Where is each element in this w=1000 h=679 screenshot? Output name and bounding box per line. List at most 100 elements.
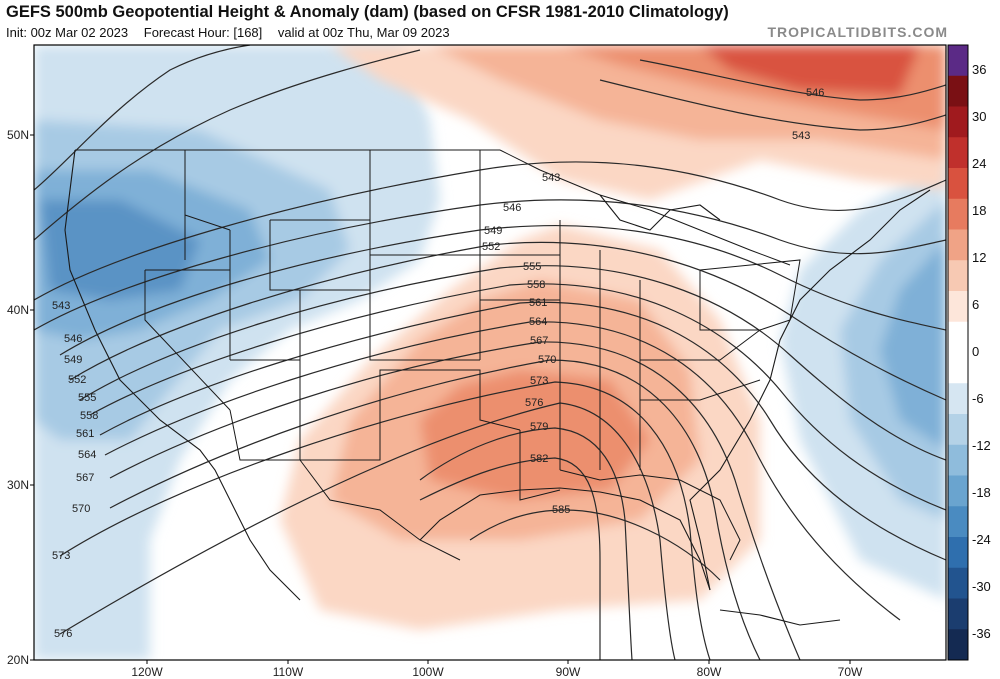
contour-552 xyxy=(69,241,946,401)
colorbar-tick-label: -36 xyxy=(972,626,991,641)
contour-label: 561 xyxy=(76,428,94,440)
contour-label: 552 xyxy=(68,374,86,386)
colorbar-tick-label: 18 xyxy=(972,203,986,218)
contour-543 xyxy=(34,161,946,301)
colorbar-tick-label: -18 xyxy=(972,485,991,500)
contour-582 xyxy=(419,457,601,660)
init-time: Init: 00z Mar 02 2023 xyxy=(6,25,129,40)
colorbar-tick-label: 6 xyxy=(972,297,979,312)
atlantic-coast xyxy=(689,189,931,591)
anomaly-colorbar xyxy=(947,44,969,661)
colorbar-swatch xyxy=(948,567,968,599)
colorbar-swatch xyxy=(948,537,968,569)
longitude-axis: 120W 110W 100W 90W 80W 70W xyxy=(131,660,863,679)
coastlines xyxy=(64,149,931,626)
colorbar-swatch xyxy=(948,75,968,107)
colorbar-swatch xyxy=(948,414,968,446)
colorbar-swatch xyxy=(948,260,968,292)
contour-label: 585 xyxy=(552,504,570,516)
contour-label: 561 xyxy=(529,297,547,309)
contour-546-ne xyxy=(639,59,946,101)
colorbar-swatch xyxy=(948,198,968,230)
caribbean-islands xyxy=(719,609,841,626)
lat-label: 30N xyxy=(7,478,29,492)
lat-label: 40N xyxy=(7,303,29,317)
colorbar-tick-label: -6 xyxy=(972,391,984,406)
contour-label: 567 xyxy=(76,472,94,484)
colorbar-swatch xyxy=(948,506,968,538)
contour-537 xyxy=(34,45,251,191)
lon-label: 90W xyxy=(556,665,581,679)
contour-label: 582 xyxy=(530,453,548,465)
colorbar-swatch xyxy=(948,45,968,77)
south-warm-anomaly-strong xyxy=(420,370,650,500)
pacific-coast xyxy=(64,149,301,601)
latitude-axis: 50N 40N 30N 20N xyxy=(7,128,34,667)
contour-labels-west: 543 546 549 552 555 558 561 564 567 570 … xyxy=(52,300,98,640)
west-cool-anomaly-core xyxy=(40,200,200,300)
contour-label: 579 xyxy=(530,421,548,433)
mexico-border xyxy=(229,409,461,561)
colorbar-tick-label: 30 xyxy=(972,109,986,124)
lon-label: 70W xyxy=(838,665,863,679)
southeast-states xyxy=(559,329,761,561)
contour-label: 576 xyxy=(525,397,543,409)
colorbar-tick-label: -30 xyxy=(972,579,991,594)
great-lakes-border xyxy=(499,149,791,266)
gulf-coast xyxy=(419,487,711,591)
forecast-hour: Forecast Hour: [168] xyxy=(143,25,263,40)
contour-label: 573 xyxy=(530,375,548,387)
contour-579 xyxy=(419,427,633,660)
contour-576 xyxy=(59,402,676,660)
contour-labels-central: 543 546 549 552 555 558 561 564 567 570 … xyxy=(482,172,570,516)
lat-label: 20N xyxy=(7,653,29,667)
contour-label: 546 xyxy=(503,202,521,214)
contour-label: 546 xyxy=(806,87,824,99)
colorbar-swatch xyxy=(948,106,968,138)
contour-label: 549 xyxy=(64,354,82,366)
contour-567 xyxy=(109,341,801,660)
contour-label: 549 xyxy=(484,225,502,237)
political-boundaries xyxy=(75,149,801,561)
lon-label: 80W xyxy=(697,665,722,679)
lat-label: 50N xyxy=(7,128,29,142)
colorbar-swatch xyxy=(948,137,968,169)
contour-label: 558 xyxy=(80,410,98,422)
central-states xyxy=(479,150,641,501)
contour-label: 564 xyxy=(529,316,547,328)
contour-label: 576 xyxy=(54,628,72,640)
colorbar-ticks: 36 30 24 18 12 6 0 -6 -12 -18 -24 -30 -3… xyxy=(972,62,991,641)
contour-561 xyxy=(99,301,946,561)
contour-label: 570 xyxy=(72,503,90,515)
contour-543-ne xyxy=(599,79,946,131)
contour-label: 567 xyxy=(530,335,548,347)
contour-label: 546 xyxy=(64,333,82,345)
colorbar-swatch xyxy=(948,629,968,661)
colorbar-swatch xyxy=(948,444,968,476)
western-states xyxy=(144,150,521,461)
colorbar-swatch xyxy=(948,352,968,384)
site-credit: TROPICALTIDBITS.COM xyxy=(767,24,948,40)
colorbar-tick-label: -24 xyxy=(972,532,991,547)
map-title: GEFS 500mb Geopotential Height & Anomaly… xyxy=(6,3,729,21)
contour-label: 552 xyxy=(482,241,500,253)
contour-labels-northeast: 546 543 xyxy=(792,87,824,142)
lon-label: 120W xyxy=(131,665,163,679)
contour-label: 543 xyxy=(52,300,70,312)
northeast-states xyxy=(699,259,801,331)
contour-564 xyxy=(104,321,901,621)
colorbar-swatch xyxy=(948,475,968,507)
colorbar-tick-label: -12 xyxy=(972,438,991,453)
colorbar-swatch xyxy=(948,168,968,200)
lon-label: 100W xyxy=(412,665,444,679)
valid-time: valid at 00z Thu, Mar 09 2023 xyxy=(277,25,450,40)
contour-label: 555 xyxy=(523,261,541,273)
contour-558 xyxy=(89,283,946,511)
forecast-info: Init: 00z Mar 02 2023 Forecast Hour: [16… xyxy=(6,25,462,40)
great-lakes xyxy=(599,194,721,231)
north-warm-anomaly-core xyxy=(700,45,920,95)
lon-label: 110W xyxy=(273,665,304,679)
contour-label: 558 xyxy=(527,279,545,291)
anomaly-shading xyxy=(34,45,946,660)
